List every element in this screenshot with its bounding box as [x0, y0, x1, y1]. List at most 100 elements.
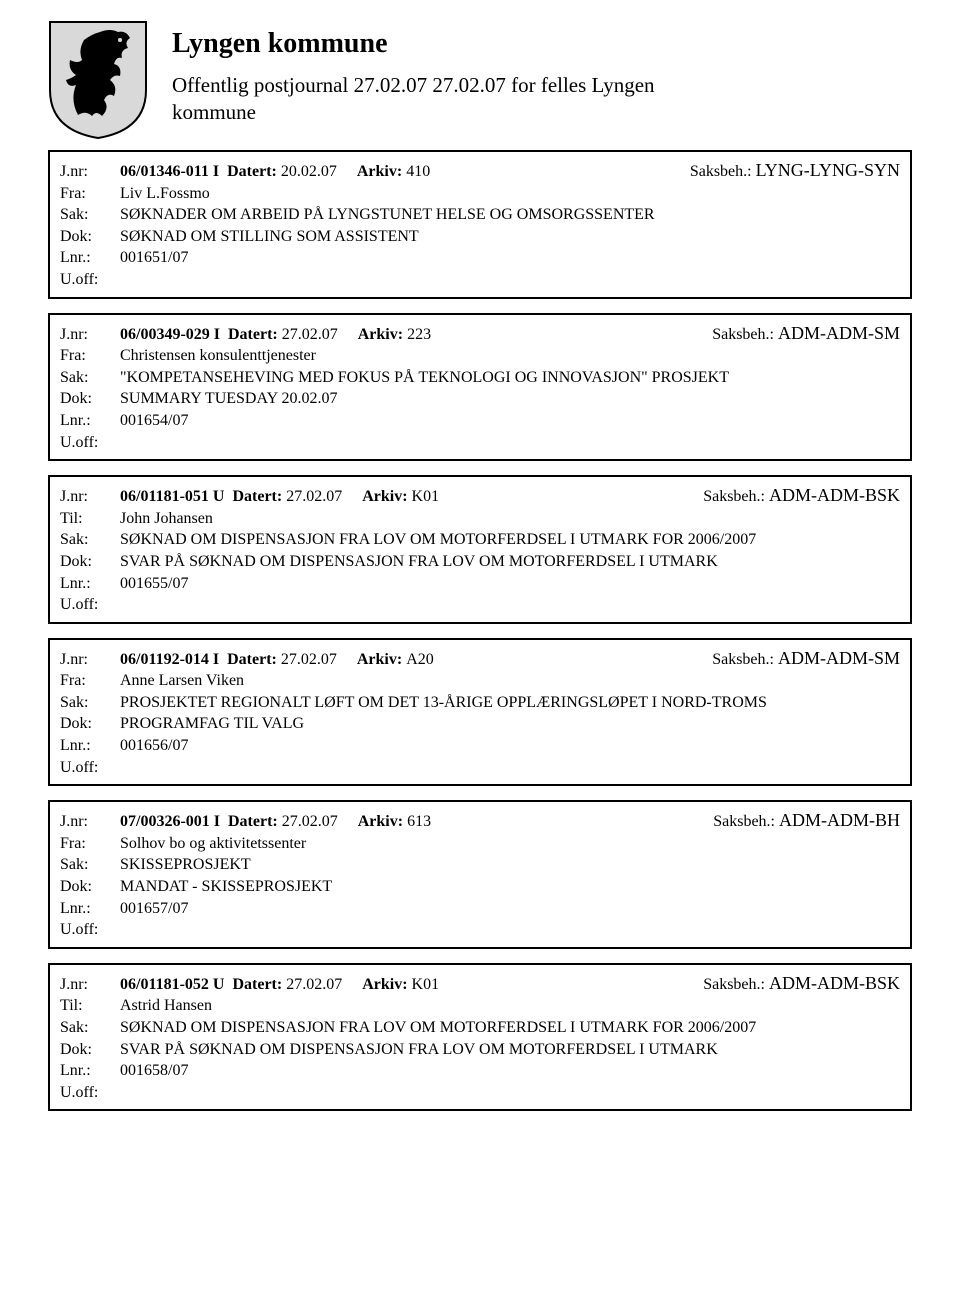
arkiv-value: A20 — [406, 649, 434, 671]
jnr-label: J.nr: — [60, 486, 120, 508]
dok-label: Dok: — [60, 226, 120, 248]
party-value: Solhov bo og aktivitetssenter — [120, 833, 900, 855]
arkiv-value: K01 — [412, 486, 440, 508]
sak-label: Sak: — [60, 854, 120, 876]
arkiv-value: 410 — [406, 161, 430, 183]
entry-header-row: J.nr:06/01192-014 IDatert:27.02.07Arkiv:… — [60, 646, 900, 671]
datert-label: Datert: — [227, 161, 277, 183]
datert-value: 27.02.07 — [286, 486, 342, 508]
journal-entries: J.nr:06/01346-011 IDatert:20.02.07Arkiv:… — [48, 150, 912, 1111]
sak-value: SØKNAD OM DISPENSASJON FRA LOV OM MOTORF… — [120, 1017, 900, 1039]
lnr-row: Lnr.:001657/07 — [60, 898, 900, 920]
page-header: Lyngen kommune Offentlig postjournal 27.… — [48, 20, 912, 140]
sak-label: Sak: — [60, 1017, 120, 1039]
dok-value: SUMMARY TUESDAY 20.02.07 — [120, 388, 900, 410]
uoff-label: U.off: — [60, 919, 120, 941]
uoff-row: U.off: — [60, 432, 900, 454]
datert-value: 27.02.07 — [281, 649, 337, 671]
dok-value: PROGRAMFAG TIL VALG — [120, 713, 900, 735]
dok-row: Dok:SØKNAD OM STILLING SOM ASSISTENT — [60, 226, 900, 248]
municipality-crest-icon — [48, 20, 148, 140]
dok-row: Dok:SVAR PÅ SØKNAD OM DISPENSASJON FRA L… — [60, 1039, 900, 1061]
sak-row: Sak:SØKNAD OM DISPENSASJON FRA LOV OM MO… — [60, 529, 900, 551]
datert-value: 27.02.07 — [282, 324, 338, 346]
party-value: Anne Larsen Viken — [120, 670, 900, 692]
lnr-row: Lnr.:001651/07 — [60, 247, 900, 269]
lnr-value: 001658/07 — [120, 1060, 900, 1082]
party-label: Fra: — [60, 833, 120, 855]
dok-label: Dok: — [60, 1039, 120, 1061]
dok-label: Dok: — [60, 713, 120, 735]
journal-entry: J.nr:06/01181-052 UDatert:27.02.07Arkiv:… — [48, 963, 912, 1112]
sak-row: Sak:"KOMPETANSEHEVING MED FOKUS PÅ TEKNO… — [60, 367, 900, 389]
jnr-label: J.nr: — [60, 811, 120, 833]
journal-entry: J.nr:06/00349-029 IDatert:27.02.07Arkiv:… — [48, 313, 912, 462]
uoff-row: U.off: — [60, 919, 900, 941]
uoff-row: U.off: — [60, 757, 900, 779]
lnr-label: Lnr.: — [60, 735, 120, 757]
party-value: John Johansen — [120, 508, 900, 530]
jnr-label: J.nr: — [60, 324, 120, 346]
lnr-label: Lnr.: — [60, 573, 120, 595]
jnr-value: 06/00349-029 I — [120, 324, 220, 346]
sak-value: PROSJEKTET REGIONALT LØFT OM DET 13-ÅRIG… — [120, 692, 900, 714]
dok-row: Dok:MANDAT - SKISSEPROSJEKT — [60, 876, 900, 898]
dok-label: Dok: — [60, 551, 120, 573]
datert-value: 20.02.07 — [281, 161, 337, 183]
sak-label: Sak: — [60, 367, 120, 389]
sak-value: SØKNADER OM ARBEID PÅ LYNGSTUNET HELSE O… — [120, 204, 900, 226]
dok-value: SØKNAD OM STILLING SOM ASSISTENT — [120, 226, 900, 248]
datert-label: Datert: — [227, 649, 277, 671]
sak-value: SKISSEPROSJEKT — [120, 854, 900, 876]
entry-header-row: J.nr:06/01181-052 UDatert:27.02.07Arkiv:… — [60, 971, 900, 996]
uoff-label: U.off: — [60, 594, 120, 616]
uoff-label: U.off: — [60, 432, 120, 454]
uoff-row: U.off: — [60, 594, 900, 616]
party-label: Fra: — [60, 183, 120, 205]
jnr-value: 07/00326-001 I — [120, 811, 220, 833]
lnr-value: 001651/07 — [120, 247, 900, 269]
saksbeh-value: ADM-ADM-SM — [778, 646, 900, 670]
journal-entry: J.nr:07/00326-001 IDatert:27.02.07Arkiv:… — [48, 800, 912, 949]
dok-value: SVAR PÅ SØKNAD OM DISPENSASJON FRA LOV O… — [120, 551, 900, 573]
jnr-value: 06/01192-014 I — [120, 649, 219, 671]
saksbeh-label: Saksbeh.: — [670, 161, 752, 183]
party-value: Christensen konsulenttjenester — [120, 345, 900, 367]
dok-value: SVAR PÅ SØKNAD OM DISPENSASJON FRA LOV O… — [120, 1039, 900, 1061]
arkiv-label: Arkiv: — [362, 486, 407, 508]
uoff-row: U.off: — [60, 269, 900, 291]
party-row: Til:John Johansen — [60, 508, 900, 530]
lnr-value: 001655/07 — [120, 573, 900, 595]
sak-label: Sak: — [60, 204, 120, 226]
journal-entry: J.nr:06/01192-014 IDatert:27.02.07Arkiv:… — [48, 638, 912, 787]
lnr-label: Lnr.: — [60, 410, 120, 432]
party-row: Fra:Liv L.Fossmo — [60, 183, 900, 205]
arkiv-label: Arkiv: — [358, 811, 403, 833]
party-label: Til: — [60, 995, 120, 1017]
arkiv-value: 613 — [407, 811, 431, 833]
party-row: Til:Astrid Hansen — [60, 995, 900, 1017]
party-value: Astrid Hansen — [120, 995, 900, 1017]
sak-row: Sak:SØKNADER OM ARBEID PÅ LYNGSTUNET HEL… — [60, 204, 900, 226]
lnr-value: 001654/07 — [120, 410, 900, 432]
uoff-label: U.off: — [60, 269, 120, 291]
arkiv-value: K01 — [412, 974, 440, 996]
saksbeh-label: Saksbeh.: — [692, 324, 774, 346]
jnr-label: J.nr: — [60, 649, 120, 671]
lnr-row: Lnr.:001654/07 — [60, 410, 900, 432]
saksbeh-value: ADM-ADM-BH — [779, 808, 900, 832]
jnr-value: 06/01346-011 I — [120, 161, 219, 183]
entry-header-row: J.nr:06/01181-051 UDatert:27.02.07Arkiv:… — [60, 483, 900, 508]
saksbeh-label: Saksbeh.: — [683, 974, 765, 996]
arkiv-label: Arkiv: — [357, 161, 402, 183]
jnr-value: 06/01181-051 U — [120, 486, 224, 508]
journal-subtitle: Offentlig postjournal 27.02.07 27.02.07 … — [172, 72, 732, 127]
sak-value: "KOMPETANSEHEVING MED FOKUS PÅ TEKNOLOGI… — [120, 367, 900, 389]
sak-value: SØKNAD OM DISPENSASJON FRA LOV OM MOTORF… — [120, 529, 900, 551]
datert-label: Datert: — [232, 974, 282, 996]
datert-label: Datert: — [228, 811, 278, 833]
uoff-row: U.off: — [60, 1082, 900, 1104]
dok-row: Dok:SVAR PÅ SØKNAD OM DISPENSASJON FRA L… — [60, 551, 900, 573]
datert-value: 27.02.07 — [286, 974, 342, 996]
datert-label: Datert: — [228, 324, 278, 346]
